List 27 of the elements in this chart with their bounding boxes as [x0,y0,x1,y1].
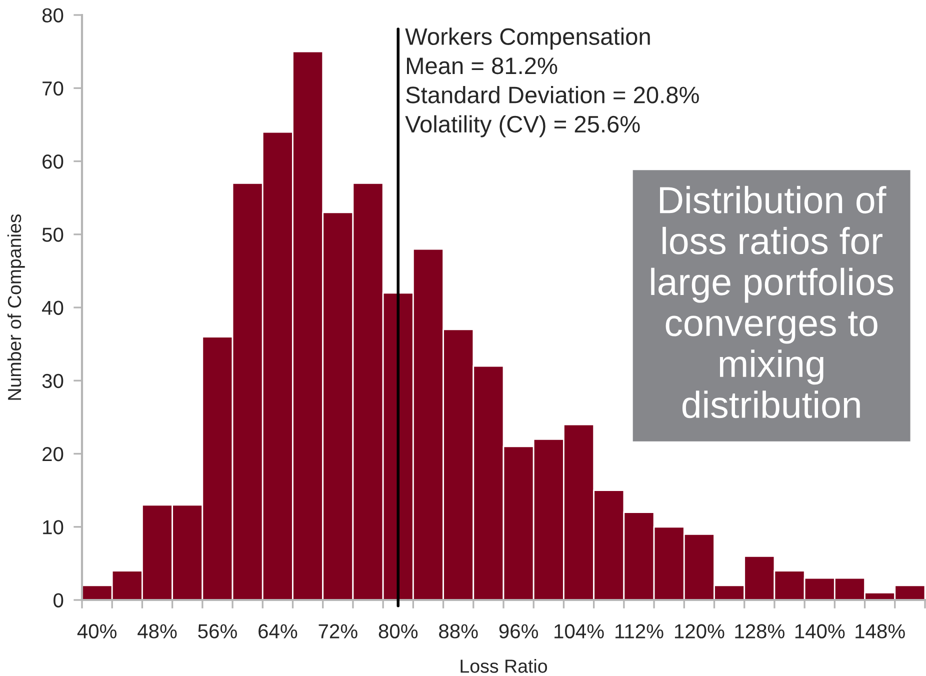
y-tick-label: 40 [42,300,64,315]
x-tick-label: 148% [856,624,905,638]
x-tick-label: 96% [499,624,538,638]
x-tick-label: 56% [198,624,237,638]
x-tick-label: 64% [258,624,298,638]
y-tick-label: 60 [42,154,64,169]
y-tick-label: 50 [42,228,64,242]
x-tick-label: 104% [554,624,604,638]
x-tick-label: 40% [77,624,116,638]
x-tick-label: 80% [378,624,418,638]
x-tick-label: 112% [616,624,664,638]
annotation: Distribution of loss ratios for large portfolios converges to mixing distribution [651,186,894,418]
ref-line-label: Workers Compensation Mean = 81.2% Standard Deviation = 20.8% Volatility (CV) = 25.6% [405,28,699,138]
x-tick-label: 88% [439,624,478,638]
y-tick-label: 10 [43,520,64,534]
y-tick-label: 30 [42,374,64,388]
x-tick-label: 140% [795,624,845,638]
x-tick-label: 120% [674,624,724,638]
y-tick-label: 0 [54,593,64,608]
x-tick-label: 128% [735,624,784,638]
x-tick-label: 72% [318,624,358,638]
x-axis-title: Loss Ratio [460,659,548,673]
y-axis-title: Number of Companies [7,214,25,400]
y-tick-label: 70 [42,81,64,96]
x-tick-label: 48% [138,624,177,638]
y-tick-label: 20 [42,446,64,462]
y-tick-label: 80 [42,8,64,22]
